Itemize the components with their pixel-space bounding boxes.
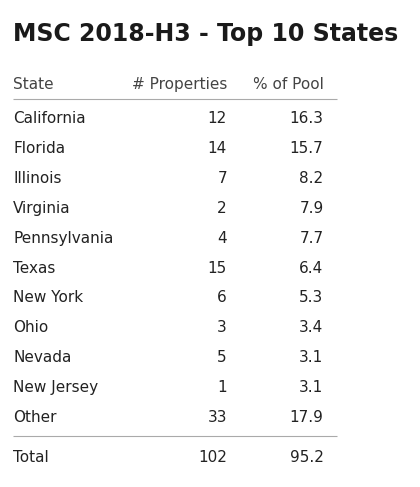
Text: 3.4: 3.4 <box>299 320 323 335</box>
Text: Florida: Florida <box>13 141 65 156</box>
Text: 7.9: 7.9 <box>299 201 323 216</box>
Text: Total: Total <box>13 450 49 465</box>
Text: 5: 5 <box>218 350 227 365</box>
Text: Texas: Texas <box>13 261 55 276</box>
Text: 3.1: 3.1 <box>299 380 323 395</box>
Text: 6.4: 6.4 <box>299 261 323 276</box>
Text: 12: 12 <box>208 112 227 126</box>
Text: New Jersey: New Jersey <box>13 380 98 395</box>
Text: Ohio: Ohio <box>13 320 48 335</box>
Text: Pennsylvania: Pennsylvania <box>13 231 113 246</box>
Text: MSC 2018-H3 - Top 10 States: MSC 2018-H3 - Top 10 States <box>13 22 399 46</box>
Text: 5.3: 5.3 <box>299 290 323 305</box>
Text: 14: 14 <box>208 141 227 156</box>
Text: 4: 4 <box>218 231 227 246</box>
Text: 7.7: 7.7 <box>299 231 323 246</box>
Text: 1: 1 <box>218 380 227 395</box>
Text: Illinois: Illinois <box>13 171 62 186</box>
Text: # Properties: # Properties <box>131 77 227 93</box>
Text: 102: 102 <box>198 450 227 465</box>
Text: 15.7: 15.7 <box>290 141 323 156</box>
Text: 6: 6 <box>217 290 227 305</box>
Text: State: State <box>13 77 54 93</box>
Text: 7: 7 <box>218 171 227 186</box>
Text: 33: 33 <box>207 410 227 425</box>
Text: 17.9: 17.9 <box>290 410 323 425</box>
Text: 8.2: 8.2 <box>299 171 323 186</box>
Text: 2: 2 <box>218 201 227 216</box>
Text: % of Pool: % of Pool <box>253 77 323 93</box>
Text: 16.3: 16.3 <box>289 112 323 126</box>
Text: Other: Other <box>13 410 57 425</box>
Text: 3.1: 3.1 <box>299 350 323 365</box>
Text: 3: 3 <box>217 320 227 335</box>
Text: Virginia: Virginia <box>13 201 71 216</box>
Text: 15: 15 <box>208 261 227 276</box>
Text: Nevada: Nevada <box>13 350 71 365</box>
Text: 95.2: 95.2 <box>290 450 323 465</box>
Text: New York: New York <box>13 290 83 305</box>
Text: California: California <box>13 112 86 126</box>
